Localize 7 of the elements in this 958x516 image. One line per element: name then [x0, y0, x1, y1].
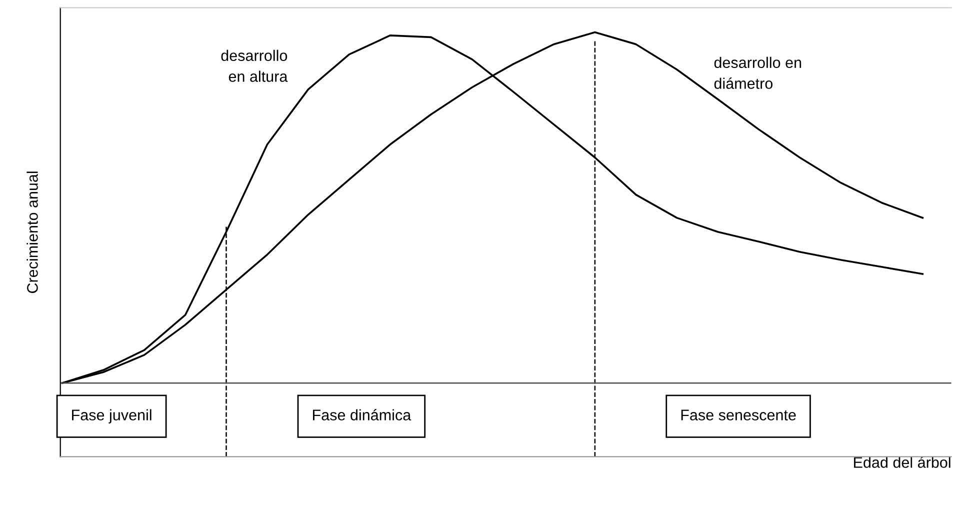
series-label: desarrollo en diámetro — [714, 56, 802, 89]
x-axis-title: Edad del árbol — [854, 456, 950, 468]
y-axis-title: Crecimiento anual — [26, 172, 38, 293]
text: Fase senescente — [681, 410, 796, 420]
text: Fase dinámica — [313, 409, 412, 420]
text: Fase juvenil — [72, 409, 152, 424]
series-label: desarrollo en altura — [221, 50, 288, 82]
